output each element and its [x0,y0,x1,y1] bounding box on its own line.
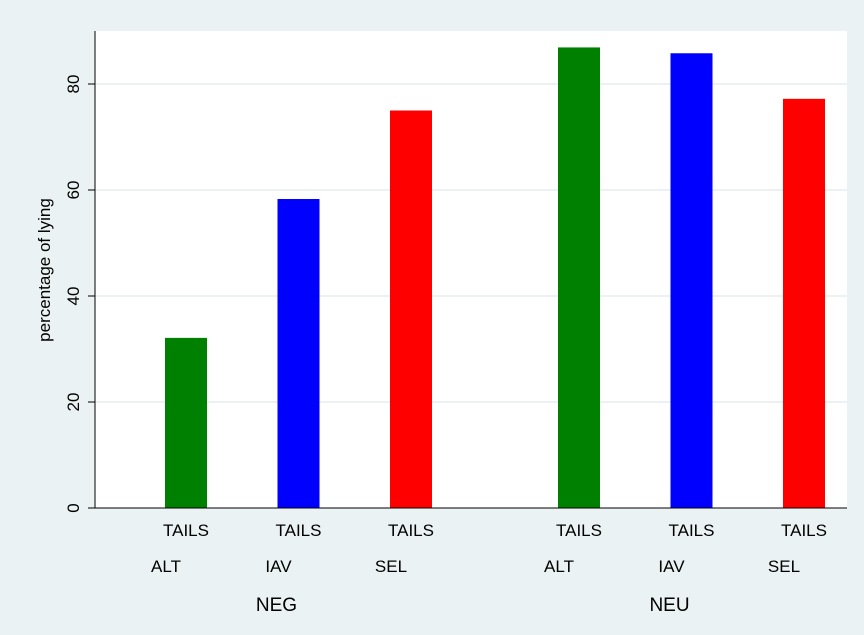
x-tails-label: TAILS [276,521,322,540]
x-labels: TAILS ALT TAILS IAV TAILS SEL NEG TAILS ALT TAILS… [151,521,827,616]
bars [165,47,825,509]
x-category-label: ALT [544,557,574,576]
y-tick-label: 40 [64,287,83,306]
y-tick-label: 60 [64,181,83,200]
y-axis-label: percentage of lying [35,198,54,342]
x-group-label: NEG [256,595,297,616]
x-category-label: ALT [151,557,181,576]
bar-neu-alt [558,47,600,509]
x-group-label: NEU [649,595,689,616]
x-tails-label: TAILS [556,521,602,540]
y-ticks: 0 20 40 60 80 [64,75,95,513]
x-category-label: SEL [375,557,407,576]
bar-neu-sel [783,98,825,508]
x-category-label: SEL [768,557,800,576]
x-tails-label: TAILS [388,521,434,540]
x-tails-label: TAILS [669,521,715,540]
x-tails-label: TAILS [163,521,209,540]
y-tick-label: 20 [64,393,83,412]
y-tick-label: 0 [64,503,83,512]
bar-neu-iav [670,53,713,508]
y-tick-label: 80 [64,75,83,94]
bar-neg-iav [277,199,320,508]
x-category-label: IAV [265,557,292,576]
bar-neg-alt [165,337,207,508]
x-category-label: IAV [658,557,685,576]
plot-background [95,31,847,508]
bar-neg-sel [390,110,432,508]
x-tails-label: TAILS [781,521,827,540]
grid-lines [95,83,847,403]
